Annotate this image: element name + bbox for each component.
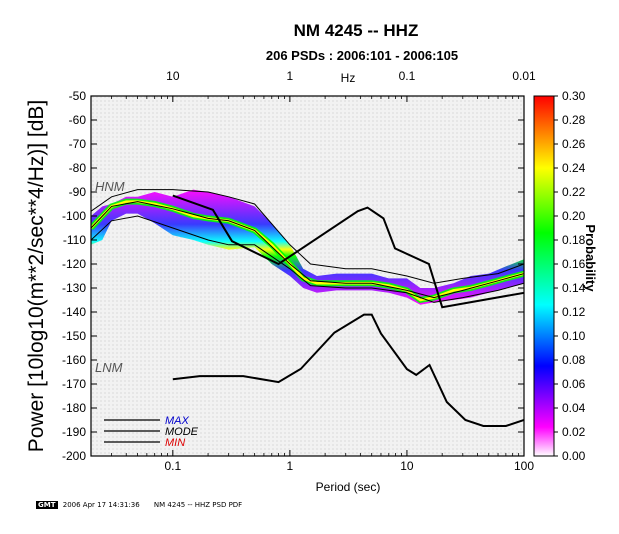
top-tick-label: 1 [287, 69, 294, 83]
colorbar-tick-label: 0.28 [562, 113, 586, 127]
lnm-label: LNM [95, 360, 123, 375]
plot-frame [90, 95, 525, 457]
legend-label-max: MAX [165, 415, 190, 427]
series-min-line [91, 215, 524, 303]
hnm-label: HNM [95, 179, 125, 194]
colorbar-tick-label: 0.02 [562, 425, 586, 439]
footer: GMT 2006 Apr 17 14:31:36 NM 4245 -- HHZ … [36, 501, 242, 509]
curves-layer [91, 189, 524, 427]
legend-label-min: MIN [165, 437, 185, 449]
colorbar-tick-label: 0.18 [562, 233, 586, 247]
hnm-curve [172, 194, 524, 309]
y-tick-label: -60 [69, 113, 87, 127]
y-tick-label: -170 [62, 377, 86, 391]
colorbar-tick-label: 0.20 [562, 209, 586, 223]
x-axis: 0.1 1 10 100 [90, 96, 534, 473]
top-tick-label: 0.01 [512, 69, 536, 83]
series-mode-line [91, 201, 524, 299]
x-axis-label: Period (sec) [316, 480, 381, 494]
y-tick-label: -110 [63, 233, 86, 247]
colorbar-label: Probability [583, 224, 598, 292]
y-tick-label: -70 [69, 137, 87, 151]
colorbar-tick-label: 0.16 [562, 257, 586, 271]
x-tick-label: 1 [287, 459, 294, 473]
colorbar-tick-label: 0.04 [562, 401, 586, 415]
top-axis-label: Hz [341, 71, 356, 85]
colorbar [533, 95, 555, 457]
y-tick-label: -140 [62, 305, 86, 319]
x-tick-label: 0.1 [164, 459, 181, 473]
chart-title: NM 4245 -- HHZ [294, 21, 419, 40]
top-tick-label: 10 [166, 69, 180, 83]
y-tick-label: -150 [62, 329, 86, 343]
y-tick-label: -200 [62, 449, 86, 463]
colorbar-tick-label: 0.22 [562, 185, 586, 199]
top-axis: 10 1 0.1 0.01 [166, 69, 536, 102]
colorbar-tick-label: 0.00 [562, 449, 586, 463]
colorbar-tick-label: 0.10 [562, 329, 586, 343]
legend-label-mode: MODE [165, 426, 199, 438]
y-axis: -50 -60 -70 -80 -90 -100 -110 -120 -130 -140 -150 -… [62, 89, 524, 463]
footer-timestamp: 2006 Apr 17 14:31:36 [62, 501, 140, 509]
y-tick-label: -100 [62, 209, 86, 223]
colorbar-axis: 0.00 0.02 0.04 0.06 0.08 0.10 0.12 0.14 0.16 0.18… [554, 89, 586, 463]
top-tick-label: 0.1 [399, 69, 416, 83]
colorbar-tick-label: 0.30 [562, 89, 586, 103]
lnm-curve [172, 313, 524, 427]
gmt-logo: GMT [36, 501, 58, 509]
y-tick-label: -190 [62, 425, 86, 439]
y-tick-label: -180 [62, 401, 86, 415]
colorbar-tick-label: 0.26 [562, 137, 586, 151]
colorbar-tick-label: 0.14 [562, 281, 586, 295]
x-tick-label: 100 [514, 459, 534, 473]
y-tick-label: -120 [62, 257, 86, 271]
y-tick-label: -80 [69, 161, 87, 175]
series-max-line [91, 189, 524, 284]
colorbar-tick-label: 0.12 [562, 305, 586, 319]
footer-caption: NM 4245 -- HHZ PSD PDF [153, 501, 243, 509]
y-tick-label: -160 [62, 353, 86, 367]
y-tick-label: -90 [69, 185, 87, 199]
colorbar-tick-label: 0.08 [562, 353, 586, 367]
y-tick-label: -50 [69, 89, 87, 103]
y-tick-label: -130 [62, 281, 86, 295]
chart-subtitle: 206 PSDs : 2006:101 - 2006:105 [266, 48, 458, 63]
colorbar-tick-label: 0.24 [562, 161, 586, 175]
y-axis-label: Power [10log10(m**2/sec**4/Hz)] [dB] [25, 100, 48, 453]
colorbar-tick-label: 0.06 [562, 377, 586, 391]
x-tick-label: 10 [400, 459, 414, 473]
